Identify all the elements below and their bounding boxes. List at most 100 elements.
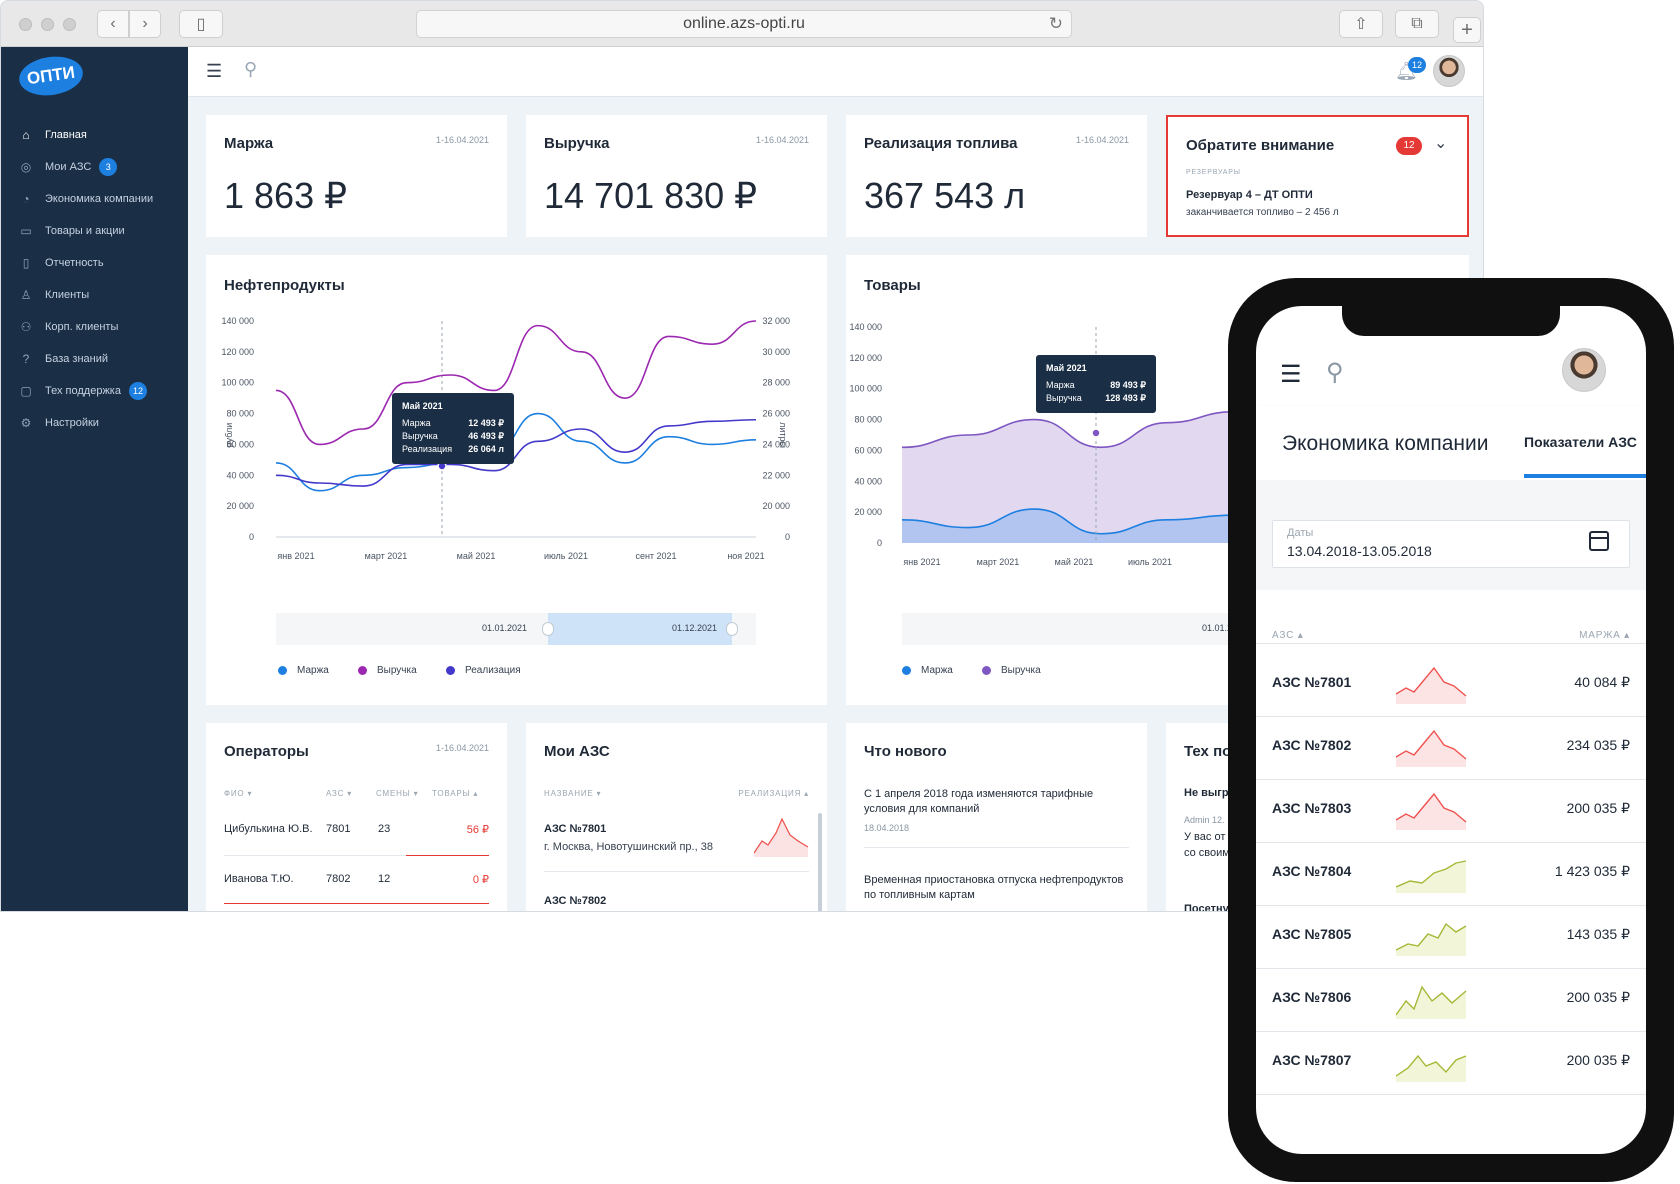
range-selection[interactable] bbox=[548, 613, 732, 645]
avatar[interactable] bbox=[1562, 348, 1606, 392]
azs-sparkline bbox=[1396, 666, 1467, 704]
range-end: 01.12.2021 bbox=[672, 623, 718, 633]
phone-mockup: ☰ ⚲ Экономика компании Показатели АЗС Да… bbox=[1228, 278, 1674, 1182]
azs-sparkline bbox=[1396, 1054, 1467, 1082]
azs-name[interactable]: АЗС №7801 bbox=[544, 823, 607, 835]
menu-icon[interactable]: ☰ bbox=[206, 61, 223, 81]
sidebar-item-4[interactable]: ▯ Отчетность bbox=[19, 253, 104, 273]
column-header-sales[interactable]: РЕАЛИЗАЦИЯ ▴ bbox=[738, 789, 809, 798]
minimize-window-button[interactable] bbox=[41, 18, 54, 31]
news-item-text[interactable]: С 1 апреля 2018 года изменяются тарифные… bbox=[864, 788, 1094, 815]
phone-table-row[interactable]: АЗС №7801 40 084 ₽ bbox=[1256, 650, 1646, 717]
range-handle-right[interactable] bbox=[726, 622, 738, 636]
zoom-window-button[interactable] bbox=[63, 18, 76, 31]
date-range-label: Даты bbox=[1287, 527, 1314, 539]
range-slider[interactable]: 01.01.2021 01.12.2021 bbox=[276, 613, 756, 645]
column-header-margin[interactable]: МАРЖА ▴ bbox=[1579, 630, 1630, 641]
support-text: со своим bbox=[1184, 847, 1230, 859]
column-header-name[interactable]: НАЗВАНИЕ ▾ bbox=[544, 789, 602, 798]
kpi-title: Выручка bbox=[544, 135, 610, 152]
phone-table-row[interactable]: АЗС №7805 143 035 ₽ bbox=[1256, 902, 1646, 969]
new-tab-icon[interactable]: + bbox=[1453, 17, 1481, 43]
sidebar-badge: 12 bbox=[128, 382, 147, 400]
phone-table-row[interactable]: АЗС №7806 200 035 ₽ bbox=[1256, 965, 1646, 1032]
tab-azs-indicators[interactable]: Показатели АЗС bbox=[1524, 434, 1637, 450]
sidebar-item-7[interactable]: ? База знаний bbox=[19, 349, 108, 369]
forward-icon[interactable]: › bbox=[129, 10, 161, 38]
y-tick-label: 40 000 bbox=[226, 470, 254, 480]
user-icon: ♙ bbox=[20, 288, 32, 302]
y-tick-label: 60 000 bbox=[226, 439, 254, 449]
support-item[interactable]: Посетну bbox=[1184, 903, 1229, 912]
kpi-date: 1-16.04.2021 bbox=[1075, 135, 1129, 145]
sidebar-toggle-icon[interactable]: ▯ bbox=[179, 10, 223, 38]
phone-table-row[interactable]: АЗС №7802 234 035 ₽ bbox=[1256, 713, 1646, 780]
azs-margin-value: 234 035 ₽ bbox=[1566, 737, 1630, 753]
legend-margin[interactable]: Маржа bbox=[278, 665, 329, 676]
operator-goods: 56 ₽ bbox=[466, 824, 489, 836]
azs-name[interactable]: АЗС №7802 bbox=[544, 895, 607, 907]
sidebar-item-9[interactable]: ⚙ Настройки bbox=[19, 413, 99, 433]
search-icon[interactable]: ⚲ bbox=[244, 59, 258, 79]
column-header-goods[interactable]: ТОВАРЫ ▴ bbox=[432, 789, 479, 798]
calendar-icon[interactable] bbox=[1589, 531, 1609, 551]
y2-tick-label: 32 000 bbox=[762, 316, 790, 326]
range-handle-left[interactable] bbox=[542, 622, 554, 636]
y-tick-label: 60 000 bbox=[854, 445, 882, 455]
tabs-icon[interactable]: ⧉ bbox=[1395, 10, 1439, 38]
series-line-2[interactable] bbox=[275, 418, 757, 487]
sidebar-item-3[interactable]: ▭ Товары и акции bbox=[19, 221, 124, 241]
azs-margin-value: 200 035 ₽ bbox=[1566, 989, 1630, 1005]
alert-item: Резервуар 4 – ДТ ОПТИ bbox=[1186, 189, 1313, 201]
alert-card[interactable]: Обратите внимание 12 ⌄ РЕЗЕРВУАРЫ Резерв… bbox=[1166, 115, 1469, 237]
sidebar-item-label: Корп. клиенты bbox=[45, 321, 119, 333]
news-card: Что нового С 1 апреля 2018 года изменяют… bbox=[846, 723, 1147, 911]
legend-margin[interactable]: Маржа bbox=[902, 665, 953, 676]
sidebar-item-1[interactable]: ◎ Мои АЗС 3 bbox=[19, 157, 118, 177]
phone-table-row[interactable]: АЗС №7804 1 423 035 ₽ bbox=[1256, 839, 1646, 906]
phone-table-row[interactable]: АЗС №7803 200 035 ₽ bbox=[1256, 776, 1646, 843]
phone-table-row[interactable]: АЗС №7807 200 035 ₽ bbox=[1256, 1028, 1646, 1095]
search-icon[interactable]: ⚲ bbox=[1326, 359, 1344, 386]
legend-sales[interactable]: Реализация bbox=[446, 665, 521, 676]
series-line-0[interactable] bbox=[275, 412, 757, 492]
operator-goods: 0 ₽ bbox=[472, 874, 489, 886]
sidebar-item-5[interactable]: ♙ Клиенты bbox=[19, 285, 90, 305]
sidebar: ОПТИ ⌂ Главная ◎ Мои АЗС 3 ◔ Экономика компани… bbox=[1, 47, 188, 911]
column-header-azs[interactable]: АЗС ▴ bbox=[1272, 630, 1304, 641]
share-icon[interactable]: ⇧ bbox=[1339, 10, 1383, 38]
address-bar[interactable]: online.azs-opti.ru ↻ bbox=[416, 10, 1072, 38]
legend-revenue[interactable]: Выручка bbox=[358, 665, 417, 676]
logo[interactable]: ОПТИ bbox=[16, 52, 86, 100]
topbar: ☰ ⚲ 🔔︎ 12 bbox=[188, 47, 1483, 97]
legend-revenue[interactable]: Выручка bbox=[982, 665, 1041, 676]
menu-icon[interactable]: ☰ bbox=[1280, 361, 1302, 388]
sidebar-item-8[interactable]: ▢ Тех поддержка 12 bbox=[19, 381, 147, 401]
close-window-button[interactable] bbox=[19, 18, 32, 31]
column-header-name[interactable]: ФИО ▾ bbox=[224, 789, 253, 798]
scrollbar[interactable] bbox=[818, 813, 822, 911]
operator-shifts: 23 bbox=[378, 823, 391, 835]
back-icon[interactable]: ‹ bbox=[97, 10, 129, 38]
date-range-field[interactable]: Даты 13.04.2018-13.05.2018 bbox=[1272, 520, 1630, 568]
azs-name: АЗС №7802 bbox=[1272, 737, 1352, 753]
sidebar-item-0[interactable]: ⌂ Главная bbox=[19, 125, 87, 145]
x-tick-label: март 2021 bbox=[365, 551, 408, 561]
hover-point[interactable] bbox=[1091, 428, 1101, 438]
gear-icon: ⚙ bbox=[20, 416, 32, 430]
reload-icon[interactable]: ↻ bbox=[1048, 14, 1063, 33]
series-line-1[interactable] bbox=[275, 320, 757, 446]
chevron-down-icon[interactable]: ⌄ bbox=[1434, 135, 1448, 152]
support-item[interactable]: Не выгру bbox=[1184, 787, 1235, 799]
column-header-shifts[interactable]: СМЕНЫ ▾ bbox=[376, 789, 419, 798]
news-item-text[interactable]: Временная приостановка отпуска нефтепрод… bbox=[864, 874, 1124, 901]
y-tick-label: 80 000 bbox=[854, 415, 882, 425]
avatar[interactable] bbox=[1433, 55, 1465, 87]
support-title: Тех по bbox=[1184, 743, 1232, 760]
kpi-value: 1 863 ₽ bbox=[224, 175, 347, 216]
kpi-title: Реализация топлива bbox=[864, 135, 1018, 152]
date-range-value: 13.04.2018-13.05.2018 bbox=[1287, 543, 1432, 559]
sidebar-item-2[interactable]: ◔ Экономика компании bbox=[19, 189, 153, 209]
sidebar-item-6[interactable]: ⚇ Корп. клиенты bbox=[19, 317, 119, 337]
column-header-azs[interactable]: АЗС ▾ bbox=[326, 789, 353, 798]
